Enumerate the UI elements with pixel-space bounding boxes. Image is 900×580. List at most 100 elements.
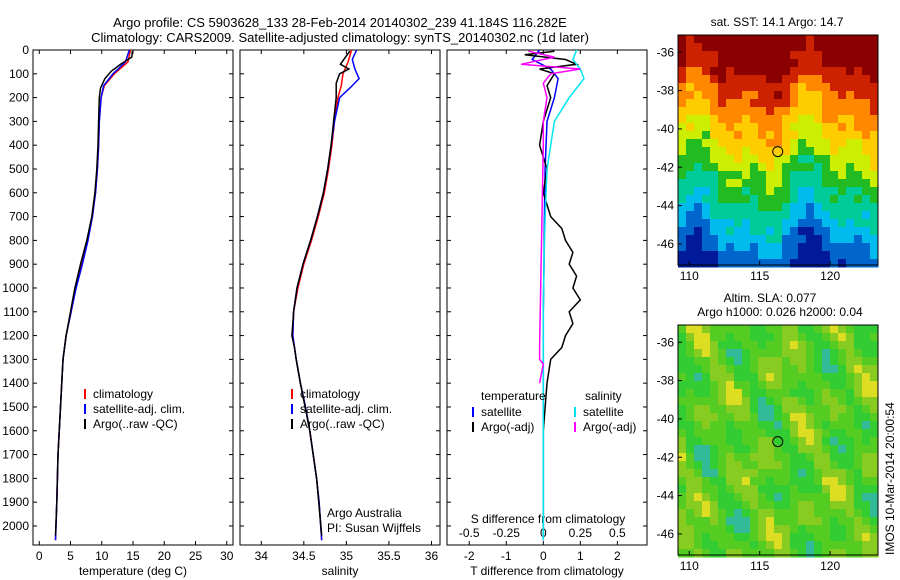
- sla-map-cell: [678, 341, 687, 350]
- sla-map-cell: [766, 373, 775, 382]
- sla-map-cell: [830, 541, 839, 550]
- temperature-panel: temperature (deg C) 01002003004005006007…: [2, 43, 233, 578]
- sla-map-cell: [870, 413, 879, 422]
- sla-map-cell: [750, 405, 759, 414]
- sla-map-cell: [686, 461, 695, 470]
- sla-map-cell: [694, 389, 703, 398]
- sst-map-cell: [742, 75, 751, 84]
- sla-map-cell: [782, 421, 791, 430]
- sst-map-cell: [686, 123, 695, 132]
- salinity-xtick-label: 35: [340, 549, 354, 563]
- sst-map-cell: [718, 99, 727, 108]
- sst-map-cell: [686, 251, 695, 260]
- sst-map-cell: [694, 203, 703, 212]
- sla-map-cell: [830, 453, 839, 462]
- sst-map-cell: [766, 59, 775, 68]
- sla-map-cell: [702, 341, 711, 350]
- sla-map-cell: [870, 517, 879, 526]
- sst-map-cell: [742, 51, 751, 60]
- salinity-series-2-line: [291, 50, 351, 536]
- sla-map-cell: [814, 453, 823, 462]
- sst-map-xtick-label: 115: [750, 269, 769, 283]
- sst-map-cell: [870, 219, 879, 228]
- sla-map-cell: [838, 461, 847, 470]
- sla-map-cell: [862, 493, 871, 502]
- sla-map-cell: [694, 413, 703, 422]
- sst-map-cell: [710, 203, 719, 212]
- sst-map-cell: [822, 123, 831, 132]
- sst-map-cell: [870, 195, 879, 204]
- sla-map-cell: [814, 493, 823, 502]
- sla-map-cell: [742, 437, 751, 446]
- sla-map-cell: [686, 533, 695, 542]
- sla-map-cell: [734, 469, 743, 478]
- sla-map-cell: [678, 453, 687, 462]
- sst-map-cell: [798, 203, 807, 212]
- sla-map-cell: [838, 325, 847, 334]
- sst-map-cell: [814, 163, 823, 172]
- sst-map-cell: [814, 187, 823, 196]
- depth-tick-label: 1100: [3, 305, 29, 319]
- sla-map-cell: [678, 397, 687, 406]
- sla-map-cell: [678, 405, 687, 414]
- sla-map-cell: [822, 493, 831, 502]
- sst-map-cell: [782, 131, 791, 140]
- sla-map-cell: [758, 413, 767, 422]
- sst-map-cell: [870, 43, 879, 52]
- sst-map-cell: [750, 43, 759, 52]
- salinity-series-0-line: [292, 49, 353, 541]
- sst-map-cell: [790, 107, 799, 116]
- sst-map-cell: [718, 43, 727, 52]
- sla-map-cell: [710, 493, 719, 502]
- sst-map-cell: [790, 219, 799, 228]
- sla-map-cell: [822, 405, 831, 414]
- sla-map-cell: [726, 429, 735, 438]
- sst-map-cell: [686, 139, 695, 148]
- sst-map-cell: [782, 107, 791, 116]
- sla-map-cell: [838, 341, 847, 350]
- sst-map-cell: [790, 67, 799, 76]
- sla-map-cell: [710, 357, 719, 366]
- sla-map-cell: [678, 533, 687, 542]
- sla-map-cell: [854, 493, 863, 502]
- sla-map-cell: [862, 509, 871, 518]
- sla-map-title: Altim. SLA: 0.077: [724, 291, 817, 305]
- sla-map-cell: [790, 365, 799, 374]
- sla-map-cell: [806, 437, 815, 446]
- sla-map-xtick-label: 120: [820, 559, 840, 573]
- sla-map-cell: [854, 533, 863, 542]
- sla-map-cell: [686, 389, 695, 398]
- sla-map-cell: [774, 421, 783, 430]
- sst-map-cell: [766, 35, 775, 44]
- sst-map-cell: [678, 259, 687, 268]
- sla-map-cell: [838, 389, 847, 398]
- sla-map-cell: [822, 421, 831, 430]
- sst-map-cell: [822, 211, 831, 220]
- sst-map-cell: [710, 179, 719, 188]
- sst-map-cell: [814, 35, 823, 44]
- sla-map-cell: [702, 413, 711, 422]
- sst-map-cell: [830, 67, 839, 76]
- sst-map-cell: [814, 123, 823, 132]
- sla-map-cell: [718, 533, 727, 542]
- sst-map-cell: [806, 163, 815, 172]
- sst-map-cell: [838, 211, 847, 220]
- sst-map-cell: [766, 91, 775, 100]
- sst-map-cell: [798, 83, 807, 92]
- sla-map-cell: [870, 493, 879, 502]
- sst-map-cell: [854, 91, 863, 100]
- sst-map-cell: [838, 139, 847, 148]
- sst-map-cell: [726, 51, 735, 60]
- sst-map-cell: [734, 67, 743, 76]
- sla-map-cell: [854, 549, 863, 558]
- temperature-xtick-label: 0: [36, 549, 43, 563]
- sst-map-cell: [750, 91, 759, 100]
- sst-map-cell: [838, 259, 847, 268]
- sla-map-cell: [702, 405, 711, 414]
- sla-map-cell: [710, 485, 719, 494]
- sla-map-cell: [718, 413, 727, 422]
- sla-map-cell: [750, 509, 759, 518]
- sla-map-cell: [862, 373, 871, 382]
- sla-map-cell: [838, 501, 847, 510]
